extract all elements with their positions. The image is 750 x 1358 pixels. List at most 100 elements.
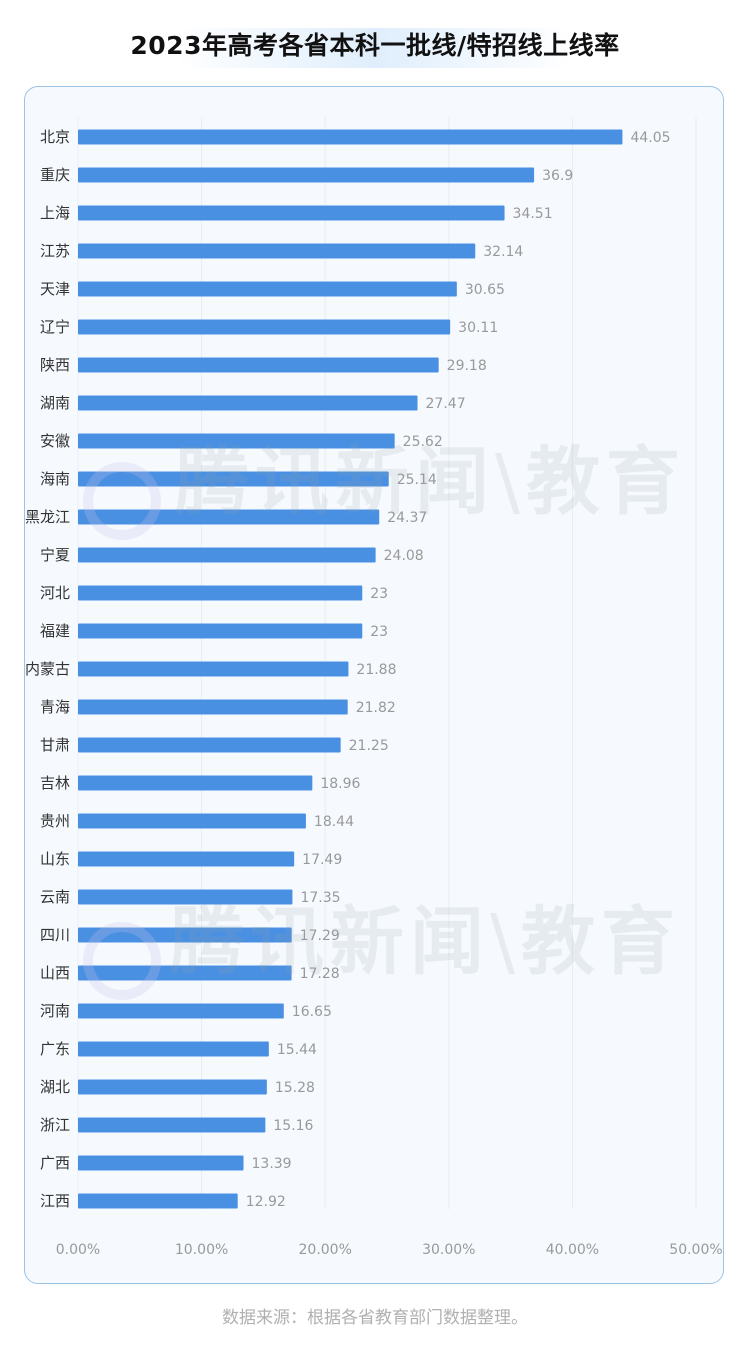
data-source-note: 数据来源：根据各省教育部门数据整理。 xyxy=(222,1308,528,1328)
value-label: 29.18 xyxy=(447,358,487,374)
bar xyxy=(78,813,306,829)
value-label: 34.51 xyxy=(513,206,553,222)
bar xyxy=(78,623,363,639)
value-label: 12.92 xyxy=(246,1194,286,1210)
category-label: 广西 xyxy=(40,1154,70,1172)
bar xyxy=(78,129,623,145)
category-label: 甘肃 xyxy=(40,736,70,754)
category-label: 江苏 xyxy=(40,242,70,260)
watermark-2: 腾讯新闻\教育 xyxy=(170,899,681,985)
bar xyxy=(78,547,376,563)
value-label: 30.65 xyxy=(465,282,505,298)
watermark-logo-icon xyxy=(83,462,161,540)
bar xyxy=(78,699,348,715)
value-label: 23 xyxy=(370,624,388,640)
bar xyxy=(78,585,363,601)
bar xyxy=(78,661,349,677)
category-label: 湖南 xyxy=(40,394,70,412)
value-label: 15.44 xyxy=(277,1042,317,1058)
value-label: 36.9 xyxy=(542,168,573,184)
bar xyxy=(78,1117,266,1133)
bar xyxy=(78,395,418,411)
category-label: 山东 xyxy=(40,850,70,868)
watermark-1: 腾讯新闻\教育 xyxy=(175,439,686,525)
value-label: 25.62 xyxy=(403,434,443,450)
value-label: 15.28 xyxy=(275,1080,315,1096)
value-label: 25.14 xyxy=(397,472,437,488)
bar xyxy=(78,1041,269,1057)
bar xyxy=(78,281,457,297)
watermark-logo-icon xyxy=(83,922,161,1000)
value-label: 15.16 xyxy=(273,1118,313,1134)
bar xyxy=(78,243,476,259)
value-label: 18.44 xyxy=(314,814,354,830)
category-label: 吉林 xyxy=(40,774,70,792)
value-label: 17.28 xyxy=(300,966,340,982)
value-label: 24.37 xyxy=(387,510,427,526)
bar xyxy=(78,889,293,905)
value-label: 17.49 xyxy=(302,852,342,868)
category-label: 贵州 xyxy=(40,812,70,830)
category-label: 安徽 xyxy=(40,432,70,450)
category-label: 浙江 xyxy=(40,1116,70,1134)
category-label: 上海 xyxy=(40,204,70,222)
x-tick-label: 10.00% xyxy=(175,1242,228,1258)
value-label: 23 xyxy=(370,586,388,602)
bar xyxy=(78,1193,238,1209)
chart-panel: 0.00% 10.00% 20.00% 30.00% 40.00% 50.00% 北京 44.… xyxy=(24,86,724,1284)
bar xyxy=(78,1079,267,1095)
category-label: 云南 xyxy=(40,888,70,906)
category-label: 江西 xyxy=(40,1192,70,1210)
watermark-text: 腾讯新闻 xyxy=(175,439,495,525)
bar xyxy=(78,775,313,791)
value-label: 17.29 xyxy=(300,928,340,944)
category-label: 湖北 xyxy=(40,1078,70,1096)
category-label: 宁夏 xyxy=(40,546,70,564)
value-label: 21.25 xyxy=(349,738,389,754)
value-label: 27.47 xyxy=(426,396,466,412)
watermark-suffix: 教育 xyxy=(520,899,681,985)
category-label: 陕西 xyxy=(40,356,70,374)
value-label: 17.35 xyxy=(300,890,340,906)
value-label: 21.82 xyxy=(356,700,396,716)
category-label: 广东 xyxy=(40,1040,70,1058)
title-highlight xyxy=(175,28,575,68)
category-label: 辽宁 xyxy=(40,318,70,336)
category-label: 重庆 xyxy=(40,166,70,184)
bar xyxy=(78,433,395,449)
bar xyxy=(78,1003,284,1019)
value-label: 24.08 xyxy=(384,548,424,564)
value-label: 13.39 xyxy=(252,1156,292,1172)
value-label: 18.96 xyxy=(320,776,360,792)
x-tick-label: 50.00% xyxy=(669,1242,722,1258)
value-label: 30.11 xyxy=(458,320,498,336)
bar xyxy=(78,205,505,221)
x-tick-label: 30.00% xyxy=(422,1242,475,1258)
category-label: 福建 xyxy=(40,622,70,640)
bar xyxy=(78,319,451,335)
value-label: 32.14 xyxy=(483,244,523,260)
value-label: 16.65 xyxy=(292,1004,332,1020)
bar xyxy=(78,1155,244,1171)
value-label: 44.05 xyxy=(630,130,670,146)
x-tick-label: 0.00% xyxy=(56,1242,100,1258)
bar xyxy=(78,167,535,183)
value-label: 21.88 xyxy=(356,662,396,678)
category-label: 河南 xyxy=(40,1002,70,1020)
bar xyxy=(78,357,439,373)
category-label: 青海 xyxy=(40,698,70,716)
category-label: 内蒙古 xyxy=(25,660,70,678)
category-label: 天津 xyxy=(40,280,70,298)
category-label: 山西 xyxy=(40,964,70,982)
bar xyxy=(78,737,341,753)
x-tick-label: 20.00% xyxy=(299,1242,352,1258)
category-label: 四川 xyxy=(40,926,70,944)
chart-title: 2023年高考各省本科一批线/特招线上线率 xyxy=(130,31,620,60)
watermark-text: 腾讯新闻 xyxy=(170,899,490,985)
bar-chart: 0.00% 10.00% 20.00% 30.00% 40.00% 50.00% 北京 44.… xyxy=(25,117,723,1258)
x-tick-label: 40.00% xyxy=(546,1242,599,1258)
watermark-suffix: 教育 xyxy=(525,439,686,525)
category-label: 北京 xyxy=(40,128,70,146)
bar xyxy=(78,851,295,867)
category-label: 黑龙江 xyxy=(25,508,70,526)
